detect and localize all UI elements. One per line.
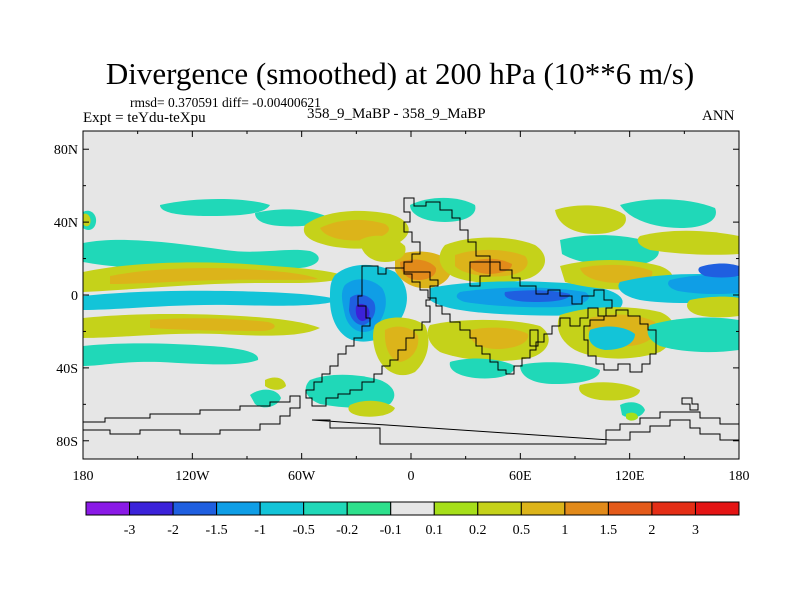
contour-pos-south-atlantic-south: [348, 400, 395, 417]
colorbar-level-label: 0.5: [513, 523, 531, 538]
colorbar-level-label: -0.1: [380, 523, 402, 538]
colorbar: [85, 501, 740, 516]
axis-ticks: [82, 131, 740, 459]
x-tick-label: 0: [408, 469, 415, 484]
contour-neg-africa-south: [449, 358, 515, 379]
contour-neg-australia-south: [520, 362, 600, 384]
contour-neg-band-north: [83, 239, 319, 270]
contour-pos-patch-1: [265, 377, 286, 390]
contour-pos-amazon: [360, 235, 406, 262]
colorbar-swatch: [259, 501, 305, 516]
coastline-arabia: [469, 261, 491, 287]
y-tick-labels: 80N 40N 0 40S 80S: [54, 143, 78, 450]
colorbar-swatch: [564, 501, 609, 516]
contour-pos-patch-nw: [83, 213, 91, 227]
contour-pos-southern-ocean: [579, 382, 640, 401]
contour-neg-pacific-equator-center: [698, 263, 739, 278]
coastline-australia: [583, 309, 657, 373]
colorbar-level-label: 1.5: [600, 523, 618, 538]
contour-fill-layer: [83, 197, 739, 421]
contour-neg-patch-3: [250, 389, 281, 408]
colorbar-swatch: [651, 501, 696, 516]
contour-neg-asia-north-2: [620, 199, 716, 228]
colorbar-level-label: 0.1: [426, 523, 444, 538]
contour-neg-indian-band-core: [504, 290, 570, 302]
colorbar-labels: -3 -2 -1.5 -1 -0.5 -0.2 -0.1 0.1 0.2 0.5 1 1.5 2 3: [124, 523, 699, 538]
y-tick-label: 80N: [54, 143, 78, 158]
contour-neg-band-2: [83, 290, 340, 310]
case-label: 358_9_MaBP - 358_9_MaBP: [307, 106, 486, 122]
colorbar-swatch: [433, 501, 479, 516]
x-tick-label: 120E: [615, 469, 645, 484]
contour-pos-brazil-core: [384, 326, 419, 362]
contour-neg-maritime-south: [588, 326, 635, 350]
colorbar-swatch: [129, 501, 174, 516]
colorbar-level-label: 2: [648, 523, 655, 538]
season-label: ANN: [702, 108, 735, 124]
contour-neg-band-4: [83, 343, 259, 366]
colorbar-level-label: -3: [124, 523, 136, 538]
contour-pos-south-america-core: [400, 259, 437, 280]
y-tick-label: 80S: [56, 435, 78, 450]
experiment-label: Expt = teYdu-teXpu: [83, 110, 206, 126]
coastline-madagascar: [529, 329, 539, 347]
contour-pos-band-3-core: [150, 318, 275, 331]
contour-pos-north-atlantic-core: [320, 219, 389, 241]
contour-pos-maritime-north-core: [580, 264, 653, 283]
colorbar-swatch: [520, 501, 566, 516]
colorbar-swatch: [346, 501, 392, 516]
contour-pos-pacific-south: [687, 296, 739, 318]
colorbar-level-label: 0.2: [469, 523, 487, 538]
y-tick-label: 40S: [56, 362, 78, 377]
colorbar-level-label: 3: [692, 523, 699, 538]
coastline-new-zealand: [681, 397, 699, 411]
x-tick-label: 180: [73, 469, 94, 484]
colorbar-swatch: [390, 501, 435, 516]
colorbar-level-label: -0.5: [293, 523, 315, 538]
coastline-layer: [83, 197, 739, 445]
x-tick-label: 60W: [288, 469, 316, 484]
colorbar-level-label: 1: [561, 523, 568, 538]
colorbar-swatch: [477, 501, 522, 516]
contour-pos-pacific-north: [637, 230, 739, 255]
coastline-americas: [305, 265, 439, 407]
x-tick-label: 180: [729, 469, 750, 484]
contour-neg-southern-ocean-patch: [620, 402, 645, 418]
coastline-antarctica: [83, 395, 739, 445]
contour-pos-asia-north: [555, 205, 626, 234]
y-tick-label: 0: [71, 289, 78, 304]
contour-neg-pacific-equator-core: [668, 275, 739, 295]
contour-neg-asia-north: [560, 235, 659, 267]
colorbar-swatch: [85, 501, 131, 516]
colorbar-swatch: [607, 501, 653, 516]
colorbar-swatch: [303, 501, 348, 516]
chart-title: Divergence (smoothed) at 200 hPa (10**6 …: [105, 56, 695, 91]
colorbar-swatch: [216, 501, 261, 516]
colorbar-level-label: -0.2: [336, 523, 358, 538]
colorbar-level-label: -1.5: [206, 523, 228, 538]
contour-neg-pacific-south: [647, 317, 739, 353]
colorbar-level-label: -2: [167, 523, 179, 538]
x-tick-label: 120W: [175, 469, 210, 484]
contour-pos-indian-south-core: [469, 327, 529, 349]
colorbar-swatch: [172, 501, 218, 516]
contour-neg-patch-1: [160, 198, 270, 216]
colorbar-swatch: [694, 501, 740, 516]
contour-pos-band-1-core: [110, 268, 318, 284]
colorbar-level-label: -1: [254, 523, 266, 538]
x-tick-label: 60E: [509, 469, 532, 484]
stats-label: rmsd= 0.370591 diff= -0.00400621: [130, 95, 321, 110]
coastline-africa-eurasia: [403, 197, 613, 375]
x-tick-labels: 180 120W 60W 0 60E 120E 180: [73, 469, 750, 484]
y-tick-label: 40N: [54, 216, 78, 231]
contour-pos-southern-ocean-patch: [626, 412, 638, 421]
